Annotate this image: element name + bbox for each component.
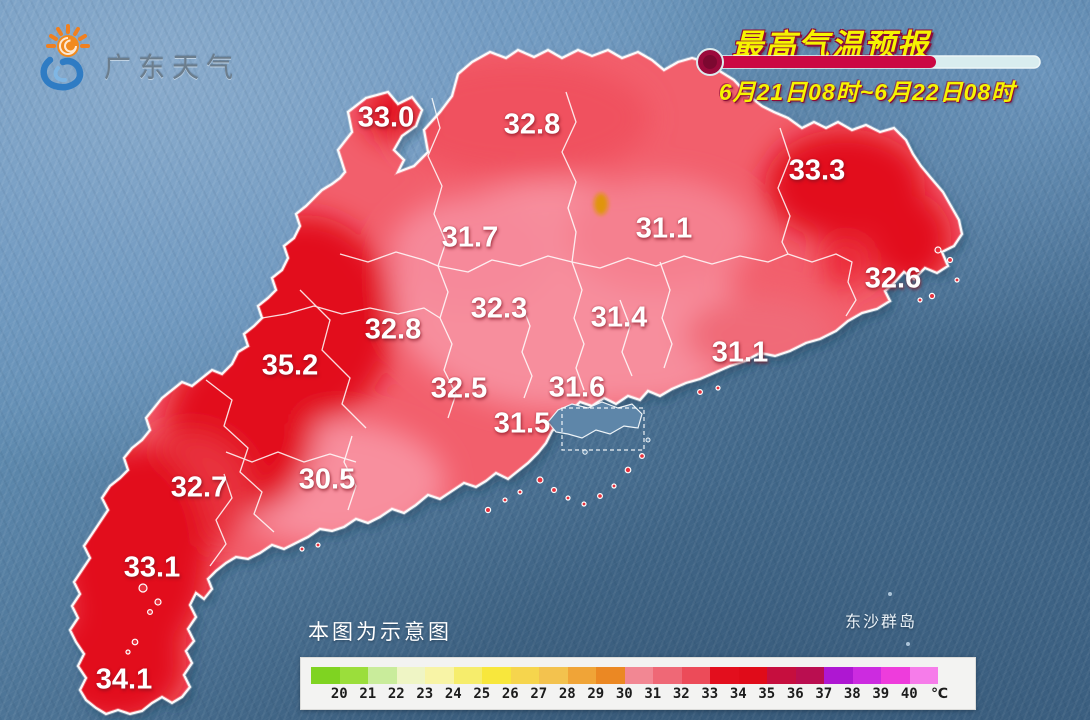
legend-color-cell bbox=[767, 667, 796, 684]
legend-color-cell bbox=[425, 667, 454, 684]
temperature-shading-blobs bbox=[70, 60, 952, 714]
legend-color-cell bbox=[710, 667, 739, 684]
temp-label: 31.7 bbox=[441, 221, 499, 254]
legend-color-cell bbox=[453, 667, 482, 684]
temp-label: 31.1 bbox=[711, 336, 769, 369]
legend-tick: 23 bbox=[416, 686, 434, 702]
legend-tick: 39 bbox=[872, 686, 890, 702]
temp-label: 32.8 bbox=[364, 313, 422, 346]
temp-label: 33.1 bbox=[123, 551, 181, 584]
legend-tick: 31 bbox=[644, 686, 662, 702]
legend-tick: 24 bbox=[444, 686, 462, 702]
legend-tick: 25 bbox=[473, 686, 491, 702]
legend-color-cell bbox=[596, 667, 625, 684]
prefecture-borders bbox=[205, 91, 857, 567]
legend-color-cell bbox=[339, 667, 368, 684]
thermometer-graphic bbox=[696, 48, 1041, 76]
coastal-islands bbox=[125, 246, 960, 655]
temp-label: 31.1 bbox=[635, 212, 693, 245]
temp-label: 30.5 bbox=[298, 463, 356, 496]
legend-tick: 27 bbox=[530, 686, 548, 702]
legend-color-cell bbox=[738, 667, 767, 684]
legend-color-cell bbox=[824, 667, 853, 684]
legend-tick: 33 bbox=[701, 686, 719, 702]
temp-label: 32.6 bbox=[864, 262, 922, 295]
temp-label: 33.0 bbox=[357, 101, 415, 134]
legend-unit: ℃ bbox=[931, 686, 948, 702]
legend-tick: 34 bbox=[729, 686, 747, 702]
legend-color-cell bbox=[795, 667, 824, 684]
temp-label: 32.7 bbox=[170, 471, 228, 504]
legend-color-bar bbox=[311, 667, 938, 684]
legend-color-cell bbox=[852, 667, 881, 684]
hongkong-dashed-box bbox=[561, 407, 645, 451]
temp-label: 31.6 bbox=[548, 371, 606, 404]
temperature-legend: 20 21 22 23 24 25 26 27 28 29 30 31 32 33 34 35 36 37 38 39… bbox=[300, 657, 976, 710]
legend-tick: 38 bbox=[843, 686, 861, 702]
orange-hotspot bbox=[594, 193, 608, 215]
schematic-disclaimer: 本图为示意图 bbox=[308, 621, 452, 644]
legend-color-cell bbox=[311, 667, 340, 684]
legend-color-cell bbox=[368, 667, 397, 684]
hongkong-area bbox=[547, 401, 651, 455]
forecast-date-range: 6月21日08时~6月22日08时 bbox=[718, 79, 1016, 105]
logo-text: 广东天气 bbox=[104, 52, 240, 83]
legend-tick: 28 bbox=[558, 686, 576, 702]
legend-tick: 22 bbox=[387, 686, 405, 702]
legend-tick: 37 bbox=[815, 686, 833, 702]
temp-label: 32.3 bbox=[470, 292, 528, 325]
legend-color-cell bbox=[396, 667, 425, 684]
temp-label: 31.5 bbox=[493, 407, 551, 440]
sun-swirl-cloud-icon bbox=[40, 24, 90, 91]
temp-label: 32.8 bbox=[503, 108, 561, 141]
legend-tick: 36 bbox=[786, 686, 804, 702]
province-shape bbox=[68, 48, 964, 716]
legend-color-cell bbox=[624, 667, 653, 684]
temp-label: 32.5 bbox=[430, 372, 488, 405]
legend-color-cell bbox=[909, 667, 938, 684]
guangdong-weather-logo: 广东天气 bbox=[28, 18, 240, 94]
legend-color-cell bbox=[681, 667, 710, 684]
temp-label: 33.3 bbox=[788, 154, 846, 187]
temp-label: 34.1 bbox=[95, 663, 153, 696]
legend-tick: 20 bbox=[330, 686, 348, 702]
legend-color-cell bbox=[510, 667, 539, 684]
temp-label: 31.4 bbox=[590, 301, 648, 334]
legend-tick-row: 20 21 22 23 24 25 26 27 28 29 30 31 32 33 34 35 36 37 38 39… bbox=[311, 686, 973, 702]
legend-color-cell bbox=[482, 667, 511, 684]
legend-tick: 35 bbox=[758, 686, 776, 702]
legend-tick: 29 bbox=[587, 686, 605, 702]
legend-tick: 32 bbox=[672, 686, 690, 702]
temp-label: 35.2 bbox=[261, 349, 319, 382]
legend-color-cell bbox=[653, 667, 682, 684]
legend-tick: 40 bbox=[900, 686, 918, 702]
legend-color-cell bbox=[881, 667, 910, 684]
legend-tick: 21 bbox=[359, 686, 377, 702]
legend-color-cell bbox=[539, 667, 568, 684]
legend-tick: 26 bbox=[501, 686, 519, 702]
dongsha-island-dots bbox=[888, 592, 910, 646]
legend-tick: 30 bbox=[615, 686, 633, 702]
dongsha-islands-label: 东沙群岛 bbox=[845, 614, 918, 631]
legend-color-cell bbox=[567, 667, 596, 684]
